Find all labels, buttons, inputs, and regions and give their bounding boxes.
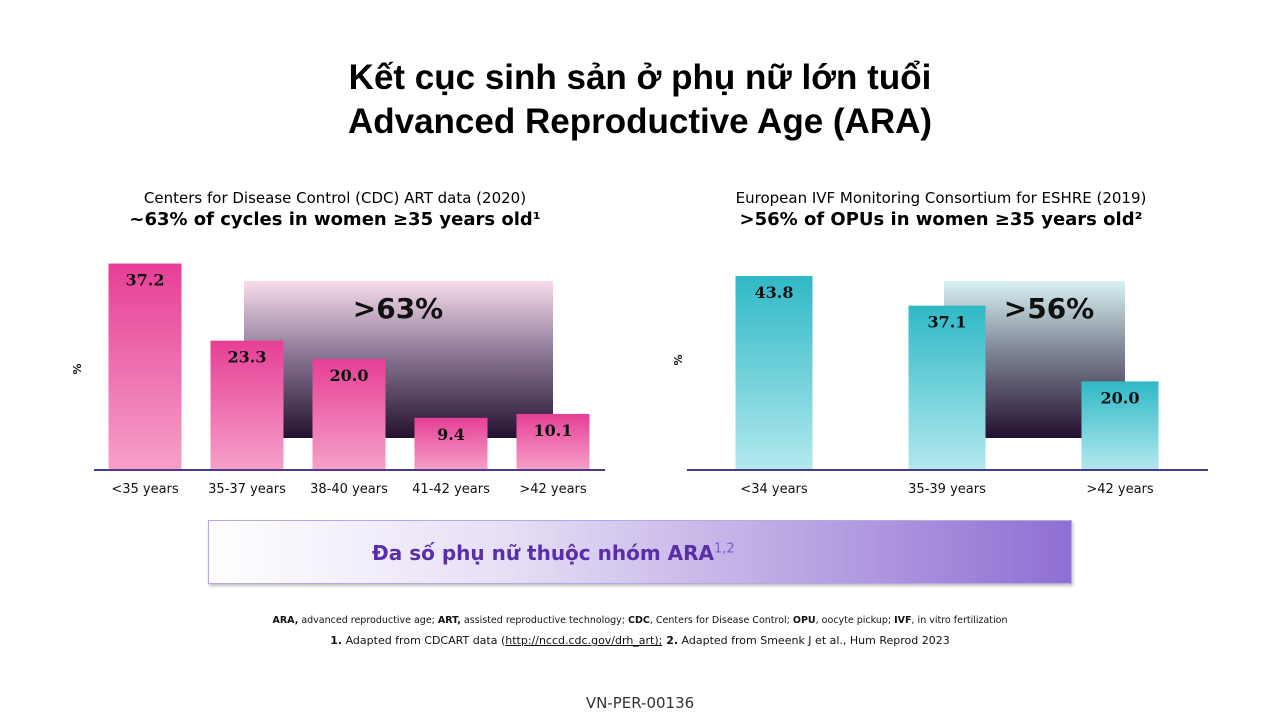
eshre-bar xyxy=(908,305,986,470)
cdc-y-axis-label: % xyxy=(71,363,84,374)
right-panel-heading: European IVF Monitoring Consortium for E… xyxy=(681,187,1201,231)
cdc-bar xyxy=(108,263,182,470)
eshre-value-label: 20.0 xyxy=(1101,388,1140,407)
reference-footnote: 1. Adapted from CDCART data (http://nccd… xyxy=(0,634,1280,647)
cdc-bar xyxy=(210,340,284,470)
eshre-highlight-label: >56% xyxy=(1004,292,1094,325)
left-panel-subtitle: Centers for Disease Control (CDC) ART da… xyxy=(143,189,527,207)
cdc-x-tick-label: <35 years xyxy=(111,482,179,497)
eshre-x-tick-label: >42 years xyxy=(1086,482,1154,497)
eshre-y-axis-label: % xyxy=(672,354,685,365)
left-panel-heading: Centers for Disease Control (CDC) ART da… xyxy=(75,187,595,231)
cdc-bar xyxy=(516,413,590,470)
abbr-ara: ARA, xyxy=(272,615,299,626)
eshre-x-tick-label: <34 years xyxy=(740,482,808,497)
ref-1-text: Adapted from CDCART data ( xyxy=(342,634,506,647)
abbr-cdc: CDC xyxy=(628,615,650,626)
eshre-value-label: 37.1 xyxy=(928,313,967,332)
cdc-bar xyxy=(414,417,488,470)
cdc-bar xyxy=(312,359,386,470)
cdc-value-label: 37.2 xyxy=(126,271,165,290)
abbr-opu-def: , oocyte pickup; xyxy=(815,615,895,626)
page-title-vietnamese: Kết cục sinh sản ở phụ nữ lớn tuổi xyxy=(348,58,932,97)
document-code: VN-PER-00136 xyxy=(585,694,695,712)
banner-citation: 1,2 xyxy=(714,541,735,557)
cdc-x-tick-label: 38-40 years xyxy=(310,482,388,497)
abbr-cdc-def: , Centers for Disease Control; xyxy=(649,615,793,626)
abbreviation-footnote: ARA, advanced reproductive age; ART, ass… xyxy=(0,615,1280,626)
abbr-ivf-def: , in vitro fertilization xyxy=(911,615,1008,626)
abbr-ara-def: advanced reproductive age; xyxy=(298,615,438,626)
cdc-value-label: 23.3 xyxy=(228,348,267,367)
cdc-data-link[interactable]: http://nccd.cdc.gov/drh_art); xyxy=(505,634,663,647)
abbr-opu: OPU xyxy=(792,615,816,626)
abbr-art-def: assisted reproductive technology; xyxy=(460,615,629,626)
eshre-bar xyxy=(735,276,813,470)
cdc-x-tick-label: >42 years xyxy=(519,482,587,497)
eshre-bar xyxy=(1081,381,1159,470)
eshre-x-tick-label: 35-39 years xyxy=(908,482,986,497)
page-title-english: Advanced Reproductive Age (ARA) xyxy=(347,102,933,141)
ref-2-number: 2. xyxy=(662,634,679,647)
banner-main-text: Đa số phụ nữ thuộc nhóm ARA xyxy=(372,541,714,565)
ara-summary-banner: Đa số phụ nữ thuộc nhóm ARA1,2 xyxy=(208,520,1072,584)
cdc-x-tick-label: 41-42 years xyxy=(412,482,490,497)
cdc-highlight-box xyxy=(244,281,553,438)
ref-2-text: Adapted from Smeenk J et al., Hum Reprod… xyxy=(678,634,950,647)
abbr-art: ART, xyxy=(437,615,461,626)
cdc-value-label: 20.0 xyxy=(330,366,369,385)
right-panel-subtitle: European IVF Monitoring Consortium for E… xyxy=(735,189,1147,207)
ref-1-number: 1. xyxy=(330,634,343,647)
abbr-ivf: IVF xyxy=(894,615,912,626)
eshre-value-label: 43.8 xyxy=(755,283,794,302)
cdc-highlight-label: >63% xyxy=(353,292,443,325)
cdc-value-label: 10.1 xyxy=(534,421,573,440)
cdc-value-label: 9.4 xyxy=(437,425,465,444)
cdc-x-tick-label: 35-37 years xyxy=(208,482,286,497)
left-panel-headline: ~63% of cycles in women ≥35 years old¹ xyxy=(129,209,541,230)
banner-text: Đa số phụ nữ thuộc nhóm ARA1,2 xyxy=(372,541,735,565)
right-panel-headline: >56% of OPUs in women ≥35 years old² xyxy=(739,209,1143,230)
